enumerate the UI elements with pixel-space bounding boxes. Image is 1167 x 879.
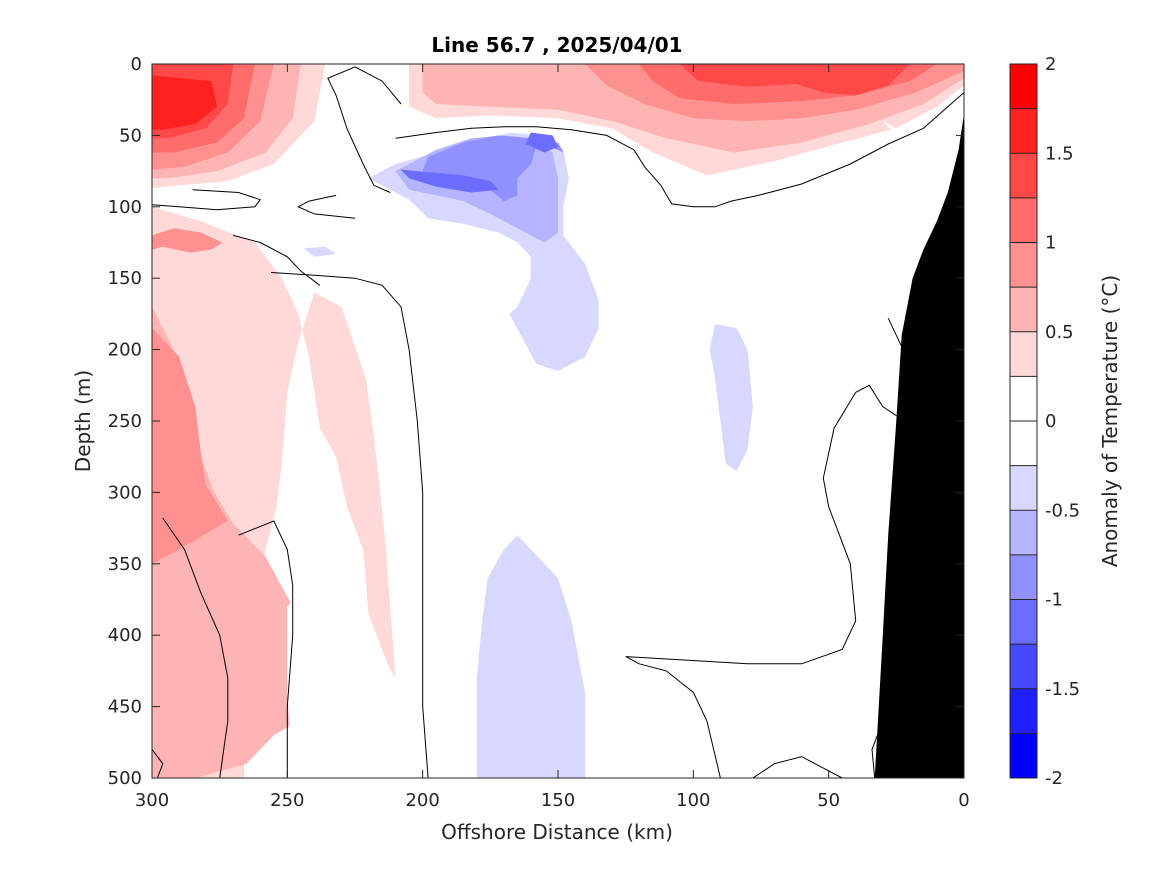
zero-contour-9	[625, 317, 911, 778]
colorbar-band	[1010, 554, 1037, 600]
y-tick-label: 200	[108, 340, 142, 361]
x-axis: 300 250 200 150 100 50 0	[135, 64, 970, 811]
zero-contour-6	[233, 234, 321, 286]
colorbar-tick-label: -1.5	[1045, 679, 1080, 700]
y-tick-label: 0	[131, 54, 142, 75]
anomaly-region-22	[882, 99, 964, 222]
zero-contour-1	[152, 189, 262, 211]
plot-area	[151, 63, 965, 779]
colorbar-band	[1010, 733, 1037, 779]
x-tick-label: 250	[270, 790, 304, 811]
x-tick-label: 200	[405, 790, 439, 811]
zero-contour-3	[327, 66, 402, 193]
anomaly-region-26	[303, 246, 337, 257]
zero-contour-10	[752, 756, 843, 778]
x-tick-label: 100	[676, 790, 710, 811]
colorbar-band	[1010, 688, 1037, 734]
colorbar-band	[1010, 287, 1037, 333]
anomaly-region-11	[152, 75, 217, 130]
colorbar-label: Anomaly of Temperature (°C)	[1098, 275, 1122, 567]
x-tick-label: 0	[958, 790, 969, 811]
y-tick-label: 50	[119, 125, 142, 146]
anomaly-region-24	[476, 535, 586, 778]
colorbar-band	[1010, 376, 1037, 422]
colorbar-frame	[1009, 63, 1038, 779]
anomaly-region-19	[300, 121, 816, 778]
zero-contour-11	[871, 735, 878, 778]
colorbar-band	[1010, 153, 1037, 199]
seafloor-bathymetry	[874, 114, 964, 778]
colorbar-tick-label: 1	[1045, 233, 1056, 254]
zero-contour-2	[297, 194, 356, 219]
anomaly-region-28	[422, 135, 564, 202]
colorbar-band	[1010, 331, 1037, 377]
zero-contour-0	[152, 749, 164, 778]
x-axis-label: Offshore Distance (km)	[441, 820, 673, 844]
anomaly-region-4	[152, 328, 228, 564]
colorbar-band	[1010, 197, 1037, 243]
x-tick-label: 300	[135, 790, 169, 811]
anomaly-region-30	[401, 169, 499, 193]
y-tick-label: 450	[108, 697, 142, 718]
colorbar-tick-label: 1.5	[1045, 143, 1074, 164]
anomaly-region-3	[152, 228, 223, 253]
y-axis-label: Depth (m)	[71, 370, 95, 472]
colorbar-tick-label: -1	[1045, 590, 1063, 611]
anomaly-region-25	[709, 323, 753, 471]
y-tick-label: 150	[108, 268, 142, 289]
zero-contour-7	[271, 272, 429, 778]
anomaly-region-17	[679, 64, 910, 96]
y-tick-label: 350	[108, 554, 142, 575]
anomaly-region-29	[525, 132, 558, 153]
colorbar-band	[1010, 421, 1037, 467]
colorbar-band	[1010, 510, 1037, 556]
colorbar-band	[1010, 644, 1037, 690]
y-axis: 0 50 100 150 200 250 300 350 400 450 500	[108, 54, 964, 789]
colorbar-tick-label: 0	[1045, 411, 1056, 432]
colorbar-tick-label: -2	[1045, 768, 1063, 789]
colorbar-band	[1010, 242, 1037, 288]
colorbar: 2 1.5 1 0.5 0 -0.5 -1 -1.5 -2	[1009, 54, 1080, 789]
anomaly-region-18	[436, 78, 526, 107]
y-tick-label: 250	[108, 411, 142, 432]
chart-title: Line 56.7 , 2025/04/01	[431, 33, 682, 57]
zero-contour-8	[395, 92, 964, 208]
x-tick-label: 150	[541, 790, 575, 811]
colorbar-band	[1010, 64, 1037, 110]
y-tick-label: 100	[108, 197, 142, 218]
colorbar-band	[1010, 108, 1037, 154]
anomaly-region-21	[287, 589, 347, 778]
y-tick-label: 300	[108, 482, 142, 503]
x-tick-label: 50	[817, 790, 840, 811]
colorbar-tick-label: 0.5	[1045, 322, 1074, 343]
y-tick-label: 500	[108, 768, 142, 789]
colorbar-band	[1010, 599, 1037, 645]
colorbar-band	[1010, 465, 1037, 511]
y-tick-label: 400	[108, 625, 142, 646]
zero-contour-4	[238, 520, 294, 778]
colorbar-tick-label: 2	[1045, 54, 1056, 75]
zero-contour-5	[162, 517, 229, 778]
colorbar-tick-label: -0.5	[1045, 500, 1080, 521]
